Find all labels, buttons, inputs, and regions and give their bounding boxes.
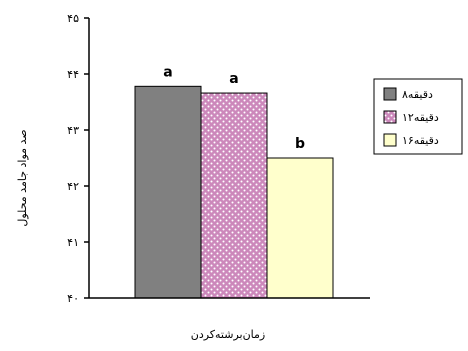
significance-labels: a a b [163,64,305,152]
bar-significance-label: a [229,71,238,87]
bar-significance-label: a [163,64,172,80]
axes [84,17,370,299]
legend-label: ۱۲دقیقه [402,111,439,124]
legend-label: ۸دقیقه [402,88,433,101]
y-tick-label: ۴۵ [67,12,79,25]
bar-2 [200,92,268,299]
y-tick-label: ۴۱ [67,236,79,249]
legend-swatch [383,87,397,101]
legend-label: ۱۶دقیقه [402,134,439,147]
y-tick-label: ۴۲ [67,180,79,193]
y-tick-label: ۴۳ [67,124,79,137]
x-axis-title: زمان‌برشته‌کردن [191,328,265,341]
legend-swatch [383,110,397,124]
legend: ۸دقیقه ۱۲دقیقه ۱۶دقیقه [373,78,463,155]
bar-significance-label: b [295,136,305,152]
y-tick-labels: ۴۰ ۴۱ ۴۲ ۴۳ ۴۴ ۴۵ [67,12,79,305]
y-tick-label: ۴۴ [67,68,79,81]
bars [134,85,334,299]
legend-swatch [383,133,397,147]
bar-1 [134,85,202,299]
y-axis-title: صد مواد جامد محلول [16,129,29,226]
y-tick-label: ۴۰ [67,292,79,305]
bar-3 [266,157,334,299]
